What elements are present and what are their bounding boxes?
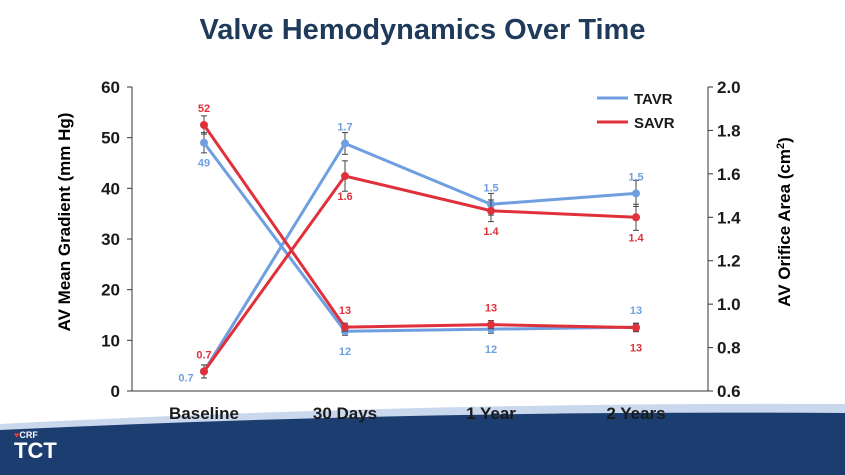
heart-icon: ♥	[14, 430, 20, 440]
savr-area-point	[487, 206, 495, 215]
tavr-area-line	[202, 141, 637, 373]
x-tick-label: Baseline	[169, 404, 239, 423]
savr-gradient-point	[200, 121, 208, 129]
tavr-area-data-label: 1.5	[483, 182, 498, 194]
left-tick-label: 50	[101, 129, 120, 148]
tavr-gradient-data-label: 13	[630, 305, 642, 317]
tavr-area-point	[341, 139, 349, 148]
left-tick-label: 0	[111, 382, 120, 401]
left-tick-label: 10	[101, 331, 120, 350]
right-tick-label: 1.2	[717, 252, 741, 271]
left-axis-label: AV Mean Gradient (mm Hg)	[55, 113, 74, 332]
left-tick-label: 30	[101, 230, 120, 249]
tavr-gradient-data-label: 49	[198, 158, 210, 170]
legend-savr-label: SAVR	[634, 115, 675, 132]
right-tick-label: 2.0	[717, 78, 741, 97]
x-tick-label: 2 Years	[606, 404, 665, 423]
savr-area-data-label: 1.4	[483, 226, 499, 238]
right-axis-label: AV Orifice Area (cm2)	[775, 137, 794, 307]
savr-area-point	[632, 213, 640, 222]
savr-gradient-point	[341, 323, 349, 332]
savr-area-data-label: 0.7	[196, 349, 211, 361]
left-tick-label: 20	[101, 281, 120, 300]
savr-gradient-data-label: 13	[485, 303, 497, 315]
right-tick-label: 0.6	[717, 382, 741, 401]
x-tick-label: 30 Days	[313, 404, 377, 423]
left-axis-ticks: 0 10 20 30 40 50 60	[101, 78, 132, 401]
tavr-gradient-data-label: 12	[485, 344, 497, 356]
tavr-area-point	[632, 189, 640, 198]
savr-gradient-data-label: 52	[198, 103, 210, 115]
savr-gradient-line	[202, 124, 637, 330]
tct-logo: ♥CRF TCT	[14, 430, 57, 463]
tavr-gradient-point	[200, 138, 208, 147]
tavr-gradient-data-label: 12	[339, 346, 351, 358]
right-tick-label: 1.0	[717, 295, 741, 314]
left-tick-label: 40	[101, 179, 120, 198]
x-axis-ticks: Baseline 30 Days 1 Year 2 Years	[169, 404, 666, 423]
right-tick-label: 1.6	[717, 165, 741, 184]
savr-gradient-data-label: 13	[339, 305, 351, 317]
tavr-area-data-label: 1.7	[337, 121, 352, 133]
savr-area-data-label: 1.4	[628, 232, 644, 244]
savr-area-point	[341, 172, 349, 181]
right-tick-label: 0.8	[717, 339, 741, 358]
right-axis-ticks: 0.6 0.8 1.0 1.2 1.4 1.6 1.8 2.0	[708, 78, 741, 401]
savr-area-point	[200, 367, 208, 376]
savr-gradient-point	[632, 323, 640, 332]
footer-wave-dark	[0, 412, 845, 475]
right-tick-label: 1.4	[717, 208, 741, 227]
tavr-area-data-label: 1.5	[628, 171, 643, 183]
tavr-area-data-label: 0.7	[178, 372, 193, 384]
savr-gradient-data-label: 13	[630, 343, 642, 355]
left-tick-label: 60	[101, 78, 120, 97]
savr-area-data-label: 1.6	[337, 191, 352, 203]
right-tick-label: 1.8	[717, 121, 741, 140]
savr-gradient-point	[487, 320, 495, 329]
legend: TAVR SAVR	[597, 91, 675, 132]
chart-title: Valve Hemodynamics Over Time	[199, 14, 646, 46]
series-layer: 49 12 12 13 0.7 1.7 1.5 1.5 52 13 13 13 0.7 1.6 1.4 1.4	[178, 103, 644, 384]
x-tick-label: 1 Year	[466, 404, 516, 423]
legend-tavr-label: TAVR	[634, 91, 673, 108]
savr-area-line	[202, 174, 637, 373]
tavr-gradient-line	[202, 141, 637, 333]
